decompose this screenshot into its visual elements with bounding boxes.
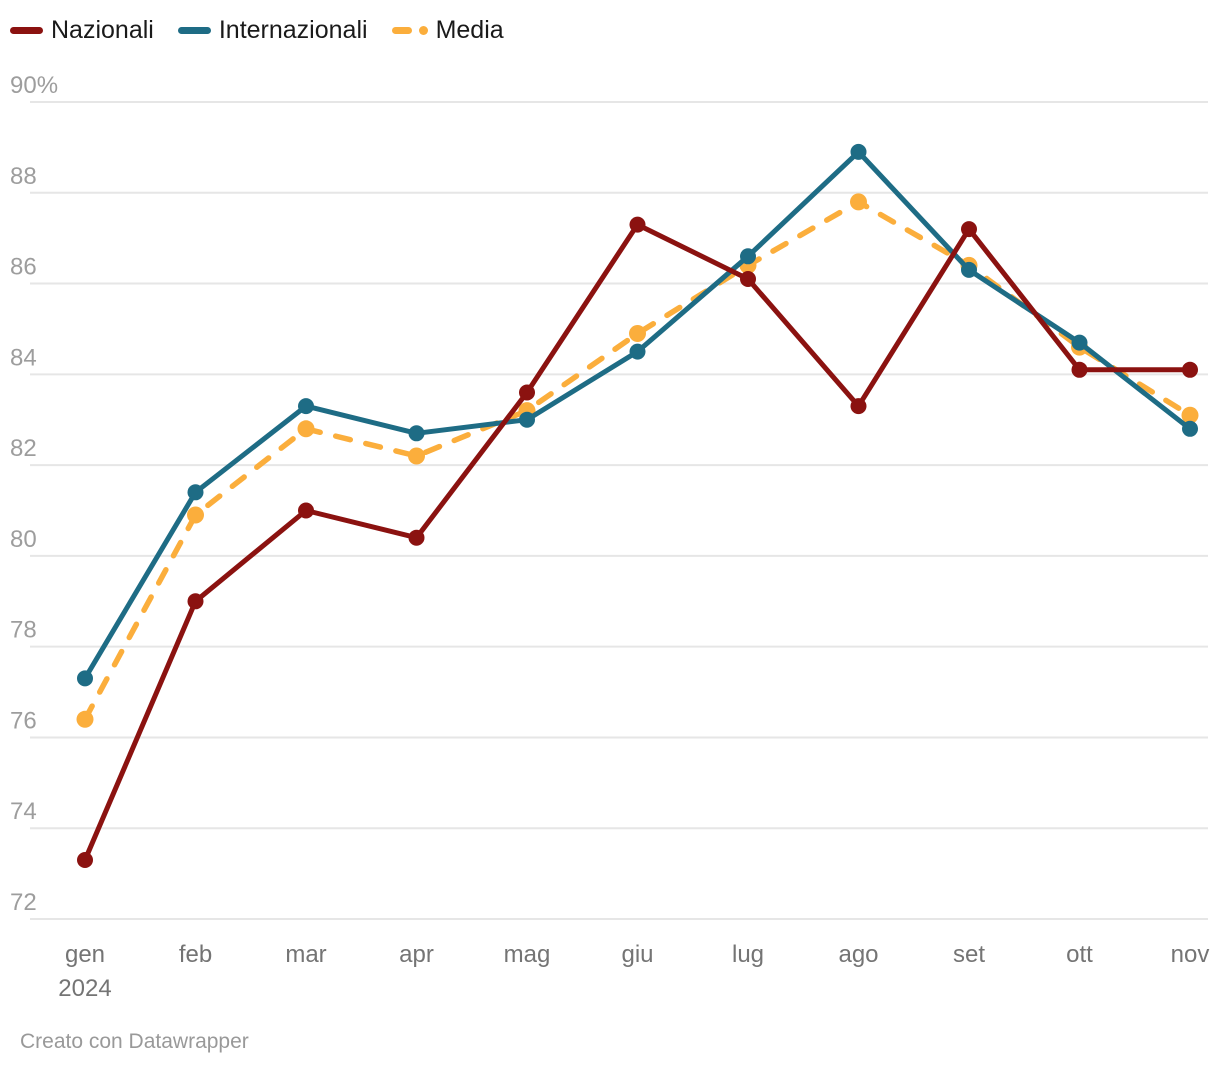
x-tick-label-mar: mar [285,941,326,968]
data-point-internazionali-giu [629,343,646,360]
legend-swatch-solid [177,27,211,34]
data-point-nazionali-nov [1182,361,1198,378]
x-tick-label-ott: ott [1066,941,1093,968]
data-point-nazionali-mag [519,384,535,401]
legend-item-nazionali: Nazionali [10,16,154,45]
data-point-internazionali-lug [740,248,756,265]
series-line-nazionali [82,222,1193,863]
data-point-nazionali-ago [850,398,867,415]
legend-label: Nazionali [51,16,154,44]
datawrapper-credit-link[interactable]: Creato con Datawrapper [20,1030,249,1053]
data-point-media-gen [76,710,94,728]
x-tick-label-set: set [953,941,985,968]
data-point-nazionali-lug [740,271,756,287]
data-point-internazionali-nov [1182,420,1198,437]
data-point-media-mar [297,420,315,438]
data-point-media-nov [1181,406,1199,424]
data-point-internazionali-mar [298,398,314,415]
data-point-internazionali-ago [850,143,867,160]
x-tick-label-lug: lug [732,941,764,968]
x-tick-label-giu: giu [621,941,653,968]
data-point-nazionali-gen [77,852,93,868]
data-point-nazionali-mar [298,502,314,519]
data-point-media-apr [408,447,425,465]
y-tick-label-76: 76 [10,707,37,734]
data-point-nazionali-set [961,221,977,238]
legend-label: Media [435,16,504,44]
data-point-internazionali-set [961,261,977,278]
series-line-media [82,199,1193,723]
legend-dot [418,26,428,35]
x-tick-label-feb: feb [179,941,212,968]
y-tick-label-86: 86 [10,254,37,281]
x-tick-label-mag: mag [504,941,551,968]
legend-item-internazionali: Internazionali [177,16,368,45]
x-tick-label-nov: nov [1171,941,1210,968]
legend-label: Internazionali [218,16,368,44]
data-point-nazionali-apr [408,529,425,546]
y-tick-label-74: 74 [10,798,37,825]
y-tick-label-80: 80 [10,526,37,553]
line-chart: 90% 88 86 84 82 80 78 76 74 72 gen feb mar apr mag giu l… [10,72,1210,1002]
data-point-media-giu [629,325,646,342]
y-tick-label-78: 78 [10,617,37,644]
x-tick-label-gen: gen [65,941,105,968]
y-tick-label-88: 88 [10,163,37,190]
legend-swatch-dashed [391,26,428,35]
data-point-internazionali-mag [519,411,535,428]
legend-swatch-solid [10,27,43,34]
y-tick-label-90: 90% [10,72,58,99]
data-point-internazionali-ott [1071,334,1088,351]
data-point-media-ago [850,193,867,211]
y-tick-label-82: 82 [10,435,37,462]
y-tick-label-72: 72 [10,889,37,916]
data-point-internazionali-apr [408,425,425,442]
data-point-nazionali-feb [187,593,204,610]
data-point-nazionali-ott [1071,361,1088,378]
data-point-nazionali-giu [629,216,646,233]
data-point-internazionali-feb [187,484,204,501]
legend-dash [391,27,412,34]
x-tick-label-ago: ago [838,941,878,968]
y-tick-label-84: 84 [10,344,37,371]
data-point-internazionali-gen [77,670,93,687]
x-tick-label-apr: apr [399,941,434,968]
x-axis-year-label: 2024 [58,975,111,1002]
chart-legend: Nazionali Internazionali Media [10,16,504,45]
legend-item-media: Media [391,16,504,45]
data-point-media-feb [187,506,204,524]
